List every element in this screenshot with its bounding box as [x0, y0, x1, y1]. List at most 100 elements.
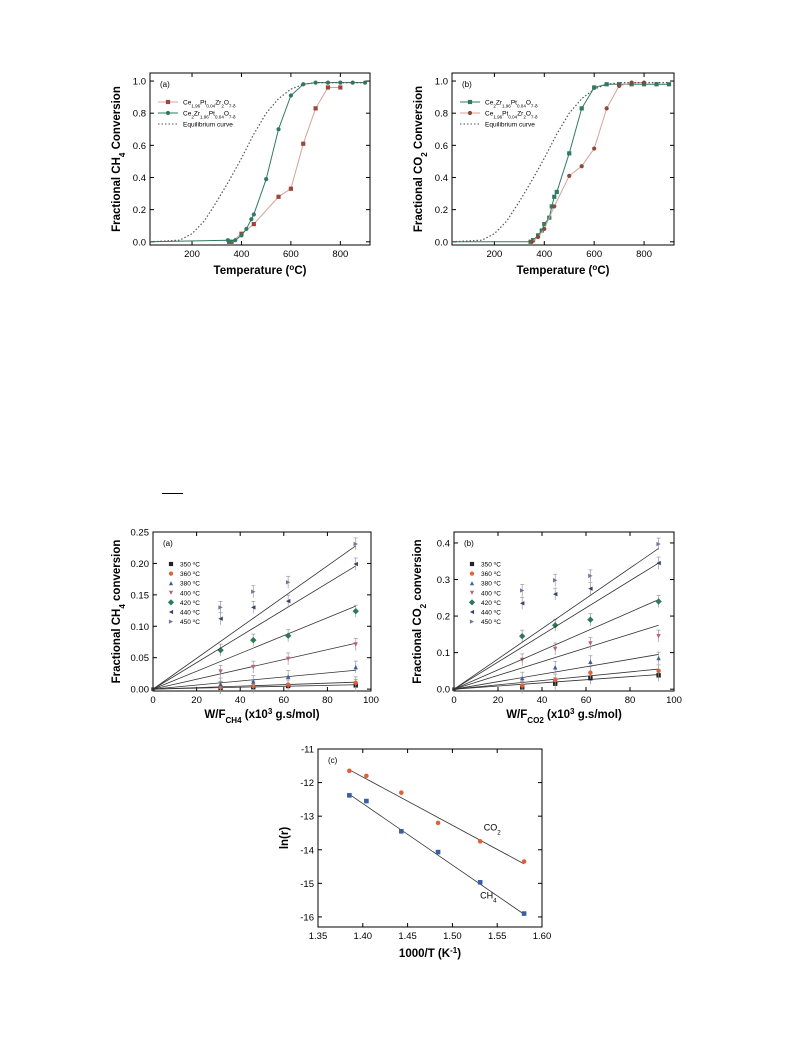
fit-line	[453, 624, 659, 690]
x-tick-label: 600	[586, 249, 602, 260]
series-6	[453, 537, 661, 690]
plot-frame	[451, 72, 675, 246]
x-tick-label: 400	[234, 249, 250, 260]
legend-entry: 420 oC	[468, 598, 501, 607]
series-line	[229, 87, 341, 243]
legend-label: 440 oC	[481, 608, 501, 617]
data-point	[352, 607, 359, 615]
x-tick-label: 20	[191, 695, 202, 706]
data-point	[251, 222, 256, 227]
y-tick-label: 0.2	[133, 205, 146, 216]
data-point	[338, 85, 343, 90]
y-axis-label: Fractional CH4 Conversion	[111, 86, 127, 232]
y-tick-label: 0.0	[133, 237, 146, 248]
data-point	[539, 228, 544, 233]
x-tick-label: 60	[279, 695, 290, 706]
x-tick-label: 40	[235, 695, 246, 706]
data-point	[284, 632, 292, 639]
data-point	[588, 573, 593, 579]
data-point	[218, 681, 223, 687]
fit-line	[349, 769, 525, 865]
legend-entry: 360 oC	[168, 570, 200, 578]
data-point	[239, 233, 244, 238]
fit-line	[152, 605, 356, 690]
data-point	[654, 82, 659, 87]
y-tick-label: 0.8	[133, 109, 146, 120]
legend-entry: 400 oC	[469, 589, 501, 597]
x-tick-label: 1.60	[533, 931, 552, 942]
data-point	[353, 642, 358, 647]
data-point	[276, 194, 281, 199]
series-6	[152, 537, 358, 690]
data-point	[435, 820, 441, 826]
legend-marker	[168, 561, 174, 567]
data-point	[579, 164, 584, 169]
data-point	[249, 217, 254, 222]
data-point	[285, 598, 291, 604]
data-point	[552, 204, 557, 209]
series-3	[152, 638, 358, 690]
legend-label: 380 oC	[180, 579, 200, 588]
data-point	[519, 632, 526, 640]
data-point	[288, 186, 293, 191]
legend-entry: 420 oC	[167, 598, 200, 607]
series-5	[453, 556, 661, 690]
legend-entry: Ce2Zr1.96Pt0.04O7-δ	[460, 100, 538, 108]
data-point	[641, 80, 647, 85]
data-point	[218, 669, 223, 674]
chart-top-a: 200 400 600 800 0.0 0.2 0.4 0.6 0.8 1.0 (a) Tempera…	[111, 72, 371, 277]
series-line	[452, 83, 669, 243]
legend-label: 420 oC	[481, 598, 501, 607]
data-point	[588, 641, 593, 646]
legend-marker	[165, 99, 171, 105]
data-point	[313, 106, 318, 111]
series-4	[453, 595, 662, 690]
y-tick-label: -11	[301, 745, 314, 756]
data-point	[276, 127, 281, 132]
data-point	[477, 839, 483, 844]
legend-marker	[469, 571, 475, 576]
series-5	[152, 557, 358, 690]
data-point	[285, 682, 291, 687]
y-tick-label: 0.25	[131, 528, 150, 539]
legend-entry: 440 oC	[168, 608, 200, 617]
x-tick-label: 200	[184, 249, 200, 260]
data-point	[521, 911, 527, 916]
legend-entry: Ce1.96Pt0.04Zr2O7-δ	[158, 99, 236, 108]
data-point	[656, 560, 661, 566]
series-ch4	[347, 793, 527, 916]
plot-frame	[453, 531, 675, 692]
legend-entry: 400 oC	[168, 589, 200, 597]
data-point	[285, 580, 291, 585]
x-tick-label: 1.40	[354, 931, 373, 942]
legend-entry: Equilibrium curve	[460, 122, 535, 129]
y-axis-label: Fractional CH4 conversion	[111, 540, 127, 684]
x-tick-label: 60	[581, 695, 592, 706]
y-axis-label: ln(r)	[279, 827, 291, 850]
legend-marker	[167, 599, 175, 606]
data-point	[251, 664, 256, 670]
data-point	[666, 82, 672, 87]
legend-marker	[168, 571, 174, 576]
series-3	[453, 624, 661, 690]
data-point	[552, 194, 557, 199]
series-0	[227, 85, 343, 244]
fit-line	[453, 654, 659, 690]
data-point	[325, 85, 331, 90]
legend-entry: 380 oC	[168, 579, 200, 588]
x-tick-label: 40	[537, 695, 548, 706]
legend-label: Ce2Zr1.96Pt0.04O7-δ	[183, 111, 236, 120]
data-point	[588, 659, 593, 664]
y-axis-label: Fractional CO2 Conversion	[413, 86, 429, 232]
data-point	[592, 146, 597, 151]
legend-label: 380 oC	[481, 579, 501, 588]
x-tick-label: 0	[451, 695, 456, 706]
x-tick-label: 80	[322, 695, 333, 706]
legend-entry: Equilibrium curve	[158, 122, 233, 129]
data-point	[553, 591, 558, 597]
panel-label: (a)	[160, 80, 170, 89]
data-point	[353, 541, 358, 547]
legend-entry: 440 oC	[469, 608, 501, 617]
legend-marker	[168, 619, 174, 624]
